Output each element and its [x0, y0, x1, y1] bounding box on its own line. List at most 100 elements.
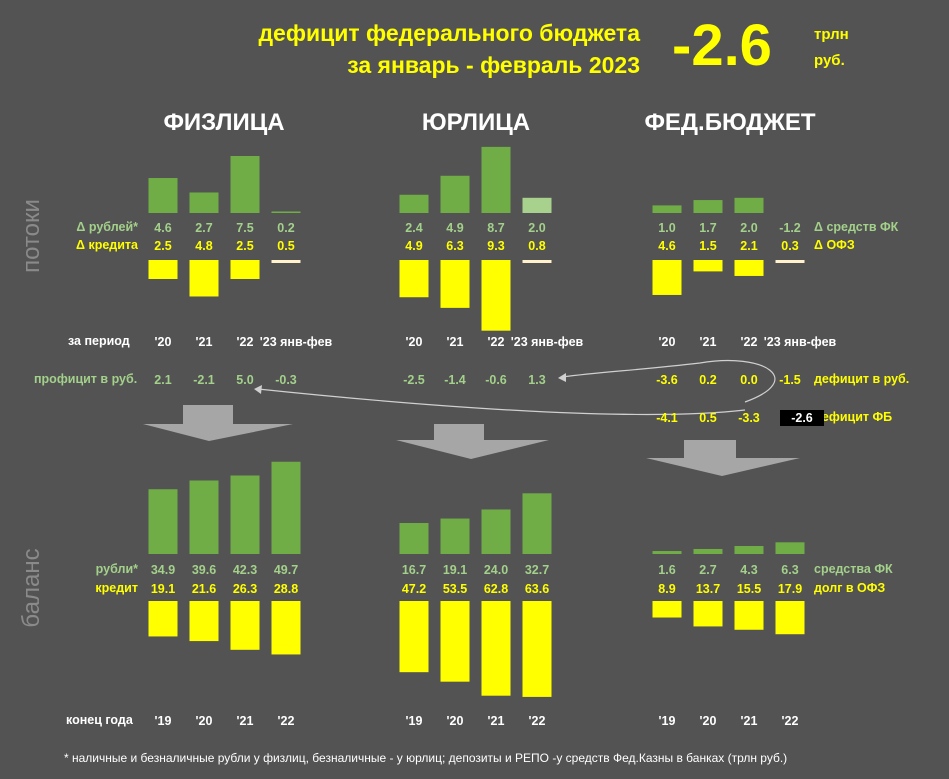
yur-flow-green-bar: [522, 197, 552, 213]
fed-flow-yellow-bar: [693, 260, 723, 272]
fiz-surplus-value: 5.0: [236, 373, 253, 387]
fiz-balance-yellow-value: 21.6: [192, 582, 216, 596]
fed-balance-yellow-bar: [775, 601, 805, 635]
yur-balance-yellow-value: 53.5: [443, 582, 467, 596]
yur-flow-yellow-bar: [522, 260, 552, 263]
fiz-balance-yellow-bar: [271, 601, 301, 655]
fed-flow-green-value: 1.7: [699, 221, 716, 235]
yur-balance-tick: '20: [447, 714, 464, 728]
fed-balance-tick: '22: [782, 714, 799, 728]
fed-balance-green-bar: [775, 542, 805, 554]
deficit-rub-label: дефицит в руб.: [814, 372, 910, 386]
fed-balance-yellow-label: долг в ОФЗ: [814, 581, 886, 595]
title-line-2: за январь - февраль 2023: [347, 52, 640, 78]
fiz-balance-yellow-bar: [189, 601, 219, 642]
fed-flow-green-bar: [693, 200, 723, 213]
yur-flow-green-bar: [399, 194, 429, 213]
fed-balance-yellow-value: 15.5: [737, 582, 761, 596]
fiz-flow-yellow-value: 4.8: [195, 239, 212, 253]
yur-flow-yellow-value: 9.3: [487, 239, 504, 253]
fiz-balance-tick: '21: [237, 714, 254, 728]
fiz-balance-green-value: 42.3: [233, 563, 257, 577]
fed-flow-green-bar: [734, 197, 764, 213]
fed-period-tick: '21: [700, 335, 717, 349]
fed-balance-green-value: 1.6: [658, 563, 675, 577]
fiz-balance-yellow-value: 19.1: [151, 582, 175, 596]
fiz-flow-yellow-value: 2.5: [236, 239, 253, 253]
yur-flow-yellow-value: 0.8: [528, 239, 545, 253]
period-label: за период: [68, 334, 130, 348]
fiz-period-tick: '23 янв-фев: [260, 335, 333, 349]
fiz-balance-yellow-bar: [148, 601, 178, 637]
fed-deficit-fb-value: 0.5: [699, 411, 716, 425]
fed-balance-green-value: 4.3: [740, 563, 757, 577]
fiz-balance-tick: '19: [155, 714, 172, 728]
fed-flow-green-value: 1.0: [658, 221, 675, 235]
yur-flow-yellow-bar: [440, 260, 470, 308]
fiz-flow-yellow-value: 0.5: [277, 239, 294, 253]
down-arrow-fed: [646, 440, 800, 476]
connector-arrow-fiz: [257, 388, 746, 416]
yur-balance-green-bar: [399, 523, 429, 554]
yur-balance-yellow-bar: [522, 601, 552, 697]
fed-flow-yellow-value: 2.1: [740, 239, 757, 253]
fiz-flow-yellow-bar: [148, 260, 178, 279]
fiz-balance-green-bar: [189, 480, 219, 554]
fed-balance-tick: '19: [659, 714, 676, 728]
fiz-balance-tick: '20: [196, 714, 213, 728]
fed-flow-yellow-value: 1.5: [699, 239, 716, 253]
yur-flow-green-value: 8.7: [487, 221, 504, 235]
fed-deficit-fb-value: -2.6: [791, 411, 813, 425]
yur-balance-yellow-bar: [440, 601, 470, 682]
fiz-balance-green-value: 39.6: [192, 563, 216, 577]
fiz-flow-green-value: 7.5: [236, 221, 253, 235]
connector-head-yur: [558, 373, 566, 382]
yur-flow-green-value: 2.0: [528, 221, 545, 235]
fed-balance-tick: '20: [700, 714, 717, 728]
down-arrow-fiz: [143, 405, 293, 441]
fed-green-label: Δ средств ФК: [814, 220, 899, 234]
fiz-surplus-value: -0.3: [275, 373, 297, 387]
down-arrow-yur: [396, 424, 549, 459]
fed-deficit-fb-value: -4.1: [656, 411, 678, 425]
fiz-balance-green-bar: [148, 489, 178, 554]
fed-balance-yellow-bar: [693, 601, 723, 627]
fed-flow-yellow-bar: [775, 260, 805, 263]
yur-balance-green-bar: [440, 518, 470, 554]
fed-balance-green-value: 6.3: [781, 563, 798, 577]
fiz-yellow-label: Δ кредита: [76, 238, 138, 252]
yur-flow-yellow-value: 6.3: [446, 239, 463, 253]
fiz-flow-yellow-bar: [189, 260, 219, 297]
fed-flow-yellow-bar: [652, 260, 682, 295]
yur-balance-green-bar: [481, 509, 511, 554]
fiz-balance-green-value: 34.9: [151, 563, 175, 577]
fiz-period-tick: '21: [196, 335, 213, 349]
deficit-fb-label: дефицит ФБ: [814, 410, 893, 424]
fed-balance-green-bar: [734, 546, 764, 554]
fiz-flow-green-bar: [271, 211, 301, 213]
yur-surplus-value: -1.4: [444, 373, 466, 387]
surplus-label: профицит в руб.: [34, 372, 138, 386]
fiz-balance-green-label: рубли*: [95, 562, 138, 576]
connector-head-fiz: [254, 385, 262, 394]
fiz-surplus-value: 2.1: [154, 373, 171, 387]
yur-balance-green-value: 24.0: [484, 563, 508, 577]
fed-flow-green-bar: [652, 205, 682, 213]
fiz-green-label: Δ рублей*: [76, 220, 138, 234]
yur-balance-green-value: 16.7: [402, 563, 426, 577]
fiz-flow-green-bar: [230, 156, 260, 213]
fiz-period-tick: '22: [237, 335, 254, 349]
yur-balance-green-value: 19.1: [443, 563, 467, 577]
fed-balance-green-value: 2.7: [699, 563, 716, 577]
fiz-flow-green-value: 2.7: [195, 221, 212, 235]
fed-balance-tick: '21: [741, 714, 758, 728]
yur-balance-green-value: 32.7: [525, 563, 549, 577]
fed-deficit-rub-value: 0.0: [740, 373, 757, 387]
yur-balance-yellow-bar: [399, 601, 429, 673]
fed-period-tick: '20: [659, 335, 676, 349]
fiz-period-tick: '20: [155, 335, 172, 349]
footnote: * наличные и безналичные рубли у физлиц,…: [64, 751, 788, 765]
fed-flow-yellow-bar: [734, 260, 764, 276]
yur-period-tick: '20: [406, 335, 423, 349]
